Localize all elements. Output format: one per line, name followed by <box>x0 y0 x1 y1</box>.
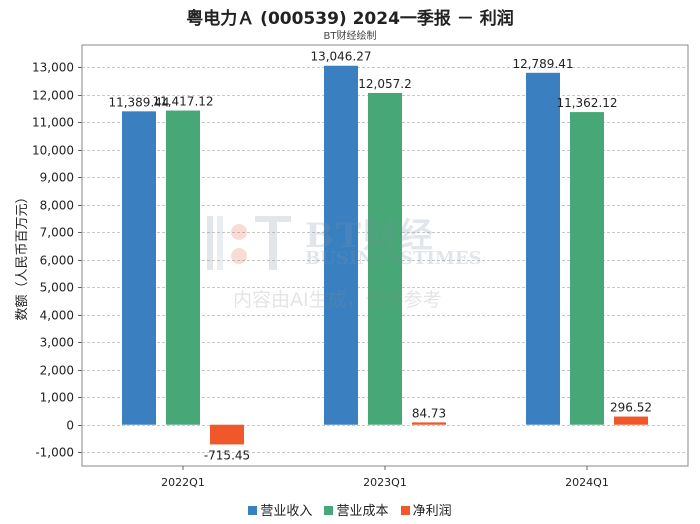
data-label: 84.73 <box>412 406 446 420</box>
legend-label: 营业成本 <box>336 504 389 519</box>
y-tick-label: 5,000 <box>40 281 74 295</box>
y-tick-label: 0 <box>66 419 74 433</box>
data-label: 13,046.27 <box>310 50 371 64</box>
legend-label: 净利润 <box>412 504 452 519</box>
data-label: 11,362.12 <box>556 96 617 110</box>
legend-item-revenue[interactable]: 营业收入 <box>248 500 312 519</box>
bar <box>324 65 358 425</box>
bar <box>526 72 560 425</box>
legend-swatch <box>324 506 334 515</box>
y-tick-label: 12,000 <box>32 89 74 103</box>
bar <box>412 422 446 425</box>
y-tick-label: 4,000 <box>40 309 74 323</box>
y-tick-label: 7,000 <box>40 226 74 240</box>
bar <box>570 112 604 425</box>
x-tick-label: 2022Q1 <box>161 476 205 489</box>
chart-subtitle: BT财经绘制 <box>323 31 377 42</box>
y-tick-label: 6,000 <box>40 254 74 268</box>
y-tick-label: 3,000 <box>40 336 74 350</box>
y-tick-label: 10,000 <box>32 144 74 158</box>
bar <box>166 110 200 425</box>
bar <box>614 416 648 425</box>
chart-title: 粤电力Ａ (000539) 2024一季报 － 利润 <box>186 9 514 29</box>
y-tick-label: 13,000 <box>32 61 74 75</box>
bar <box>122 111 156 425</box>
x-tick-label: 2023Q1 <box>363 476 407 489</box>
legend-item-cost[interactable]: 营业成本 <box>324 500 389 519</box>
data-label: 11,389.44 <box>108 95 169 109</box>
bar <box>210 424 244 445</box>
data-label: 11,417.12 <box>152 95 213 109</box>
y-tick-label: 8,000 <box>40 199 74 213</box>
legend-swatch <box>248 506 258 515</box>
y-tick-label: 9,000 <box>40 171 74 185</box>
y-tick-label: 1,000 <box>40 391 74 405</box>
legend-item-net-profit[interactable]: 净利润 <box>400 500 452 519</box>
chart-legend: 营业收入 营业成本 净利润 <box>0 500 700 519</box>
y-tick-label: 11,000 <box>32 116 74 130</box>
x-tick-label: 2024Q1 <box>565 476 609 489</box>
data-label: 296.52 <box>610 401 652 415</box>
data-label: -715.45 <box>204 448 250 462</box>
data-label: 12,789.41 <box>512 57 573 71</box>
legend-label: 营业收入 <box>260 504 313 519</box>
y-axis-label: 数额（人民币百万元） <box>15 190 30 320</box>
y-tick-label: -1,000 <box>35 446 74 460</box>
y-tick-label: 2,000 <box>40 364 74 378</box>
data-label: 12,057.2 <box>358 77 411 91</box>
legend-swatch <box>400 506 410 515</box>
bar <box>368 92 402 425</box>
